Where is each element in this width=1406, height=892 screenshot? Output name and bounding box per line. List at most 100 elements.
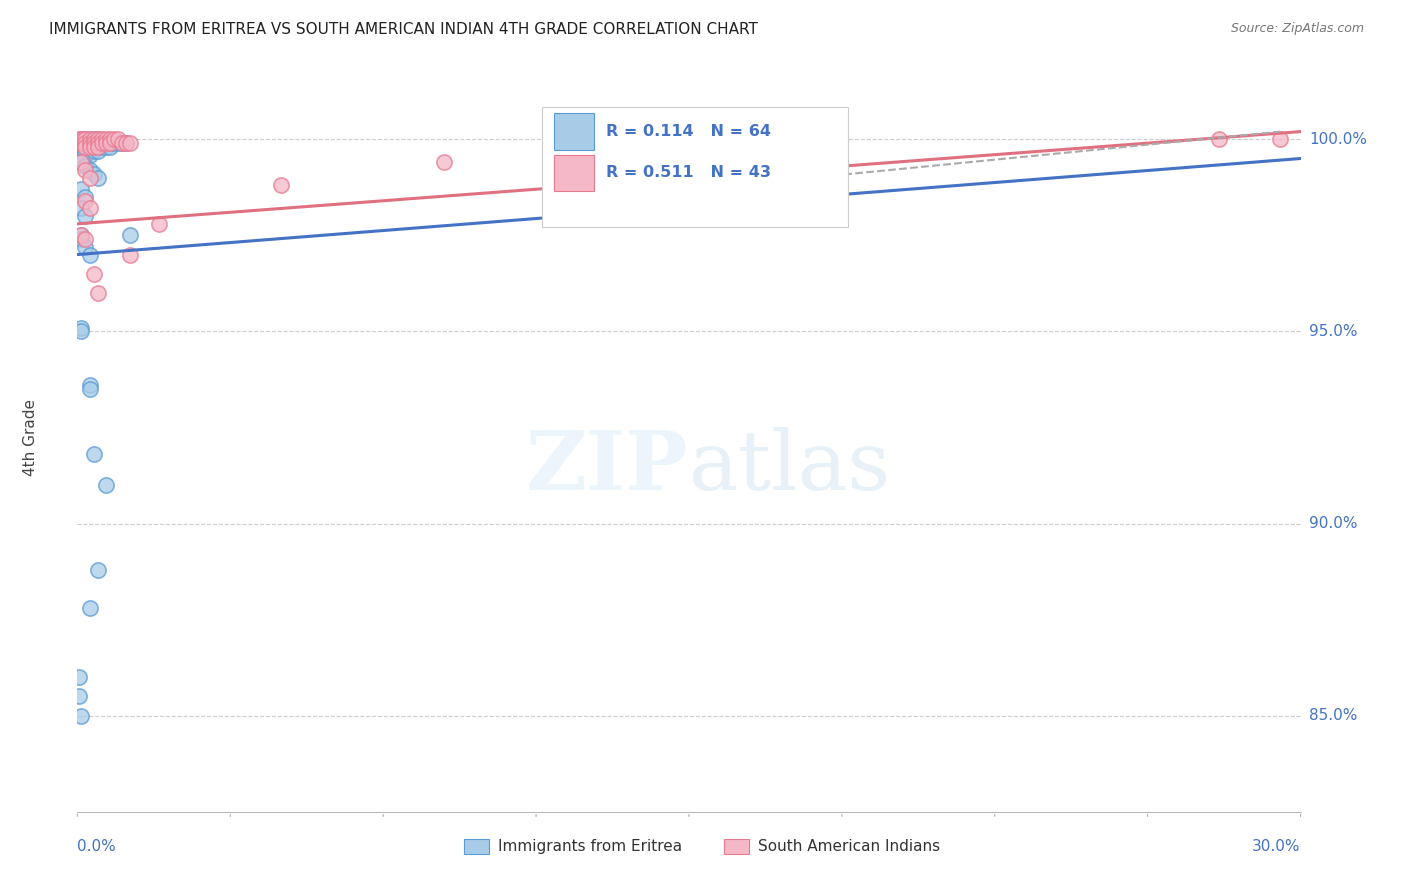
Point [94,132,117,146]
Text: atlas: atlas [689,427,891,507]
Point [80,136,103,150]
Point [70,155,93,169]
Text: 0.0%: 0.0% [77,839,117,855]
Point [87,144,110,158]
Point [67,690,90,704]
Point [94,136,117,150]
Point [98,132,121,146]
Point [70,136,93,150]
Point [79,140,101,154]
Point [70,320,93,334]
Point [87,132,110,146]
Point [67,670,90,684]
Point [107,136,129,150]
Point [87,136,110,150]
Point [75,190,97,204]
Point [75,232,97,246]
Point [75,240,97,254]
Point [1268,132,1291,146]
Point [79,378,101,392]
Point [94,136,117,150]
Point [90,136,112,150]
Point [111,136,134,150]
Point [90,132,112,146]
Point [75,163,97,178]
Point [70,325,93,339]
Point [70,136,93,150]
Text: 100.0%: 100.0% [1309,132,1367,147]
Point [70,182,93,196]
Text: 30.0%: 30.0% [1253,839,1301,855]
Point [79,136,101,150]
Point [83,132,105,146]
Point [433,155,456,169]
Point [270,178,292,193]
Point [98,140,121,154]
Point [67,132,90,146]
Point [75,132,97,146]
Point [75,132,97,146]
Text: 90.0%: 90.0% [1309,516,1357,531]
Point [72,140,94,154]
Point [70,228,93,243]
Point [75,136,97,150]
FancyBboxPatch shape [554,154,593,191]
Text: R = 0.114   N = 64: R = 0.114 N = 64 [606,124,770,139]
FancyBboxPatch shape [554,113,593,150]
Point [87,140,110,154]
Text: Immigrants from Eritrea: Immigrants from Eritrea [498,839,682,854]
Point [83,167,105,181]
Point [87,136,110,150]
Text: ZIP: ZIP [526,427,689,507]
Bar [464,839,489,854]
Point [120,228,142,243]
Point [94,478,117,492]
Point [678,147,700,161]
Point [79,247,101,261]
Point [79,382,101,396]
Text: Source: ZipAtlas.com: Source: ZipAtlas.com [1230,22,1364,36]
FancyBboxPatch shape [543,107,848,227]
Point [107,132,129,146]
Point [75,136,97,150]
Point [76,136,98,150]
Point [83,140,105,154]
Point [103,132,125,146]
Text: 85.0%: 85.0% [1309,708,1357,723]
Point [87,285,110,300]
Point [70,140,93,154]
Point [98,136,121,150]
Point [79,601,101,615]
Text: 4th Grade: 4th Grade [24,399,38,475]
Point [72,132,94,146]
Text: South American Indians: South American Indians [758,839,941,854]
Point [72,136,94,150]
Point [83,447,105,461]
Point [111,136,134,150]
Point [75,194,97,208]
Point [75,209,97,223]
Point [79,132,101,146]
Point [90,140,112,154]
Point [70,202,93,216]
Point [87,140,110,154]
Point [79,136,101,150]
Point [98,136,121,150]
Point [70,132,93,146]
Point [79,147,101,161]
Text: R = 0.511   N = 43: R = 0.511 N = 43 [606,165,770,180]
Point [148,217,170,231]
Point [83,144,105,158]
Point [90,136,112,150]
Point [83,267,105,281]
Point [87,170,110,185]
Point [79,202,101,216]
Point [115,136,138,150]
Point [120,247,142,261]
Point [79,144,101,158]
Point [75,144,97,158]
Point [70,147,93,161]
Point [69,228,91,243]
Point [87,132,110,146]
Point [70,144,93,158]
